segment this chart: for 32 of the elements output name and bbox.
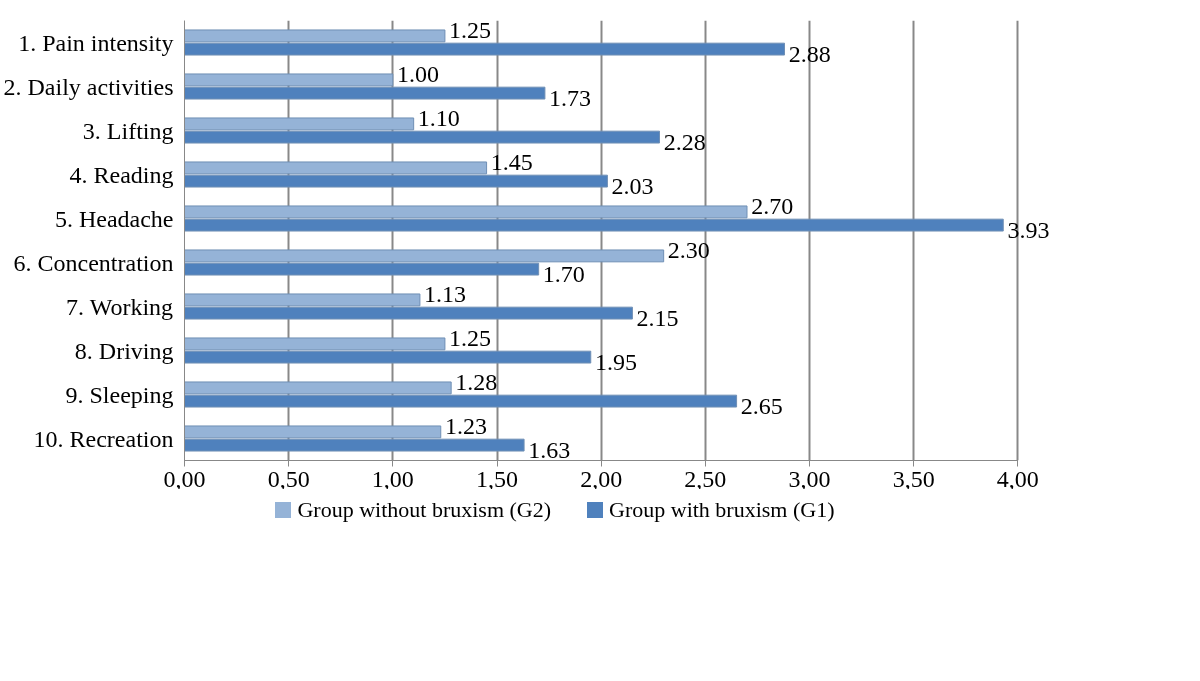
data-label: 2.88 xyxy=(788,40,831,67)
data-label: 2.70 xyxy=(751,193,794,220)
data-label: 1.45 xyxy=(490,149,533,176)
data-label: 1.25 xyxy=(449,325,492,352)
data-label: 1.10 xyxy=(417,105,460,132)
legend-label: Group with bruxism (G1) xyxy=(608,496,835,524)
y-tick-label: 9. Sleeping xyxy=(65,381,174,408)
y-tick-label: 5. Headache xyxy=(54,205,174,232)
data-label: 2.03 xyxy=(611,172,654,199)
y-tick-label: 4. Reading xyxy=(69,161,174,188)
data-label: 1.00 xyxy=(397,61,439,88)
data-label: 1.73 xyxy=(549,84,592,111)
data-label: 2.28 xyxy=(663,128,706,155)
y-tick-label: 6. Concentration xyxy=(13,249,174,276)
legend-label: Group without bruxism (G2) xyxy=(296,496,552,524)
y-tick-label: 2. Daily activities xyxy=(3,73,174,100)
data-label: 1.63 xyxy=(528,436,571,463)
data-label: 1.23 xyxy=(444,413,487,440)
y-tick-label: 8. Driving xyxy=(74,337,174,364)
data-label: 1.28 xyxy=(455,369,498,396)
data-label: 2.15 xyxy=(636,304,679,331)
y-tick-label: 1. Pain intensity xyxy=(18,29,174,56)
data-label: 2.30 xyxy=(667,237,710,264)
data-label: 1.70 xyxy=(542,260,585,287)
y-tick-label: 3. Lifting xyxy=(82,117,174,144)
data-label: 1.25 xyxy=(449,17,492,44)
data-label: 2.65 xyxy=(740,392,783,419)
data-label: 1.95 xyxy=(594,348,637,375)
data-label: 1.13 xyxy=(424,281,467,308)
y-tick-label: 7. Working xyxy=(66,293,174,320)
data-label: 3.93 xyxy=(1007,216,1050,243)
y-tick-label: 10. Recreation xyxy=(33,425,174,452)
